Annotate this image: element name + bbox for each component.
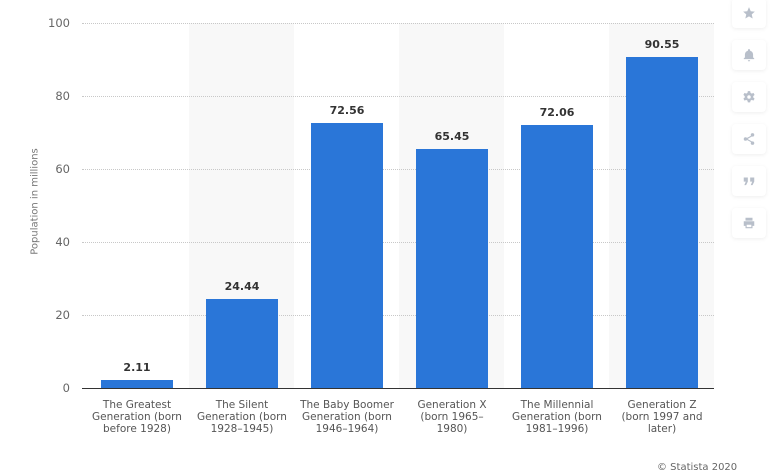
- bar[interactable]: [521, 124, 593, 388]
- x-tick-label-line: Generation (born: [302, 411, 392, 423]
- x-tick-label: Generation Z (born 1997 and later): [610, 399, 714, 435]
- x-tick-label-line: The Greatest: [102, 399, 172, 411]
- y-tick: 100: [48, 16, 70, 30]
- bar-chart: Population in millions 100 80 60 40 20 0…: [29, 16, 738, 473]
- value-label: 65.45: [434, 130, 470, 144]
- x-axis-line: [82, 388, 714, 389]
- gridline: [82, 242, 714, 243]
- x-tick-label: The Millennial Generation (born 1981–1996): [505, 399, 609, 435]
- x-tick-label-line: 1928–1945): [210, 423, 274, 435]
- x-tick-label-line: 1981–1996): [525, 423, 589, 435]
- x-tick-label: Generation X (born 1965– 1980): [400, 399, 504, 435]
- print-button[interactable]: [732, 208, 766, 238]
- gridline: [82, 315, 714, 316]
- bell-icon: [743, 49, 755, 62]
- source-credit[interactable]: © Statista 2020: [657, 462, 738, 473]
- x-tick-label-line: before 1928): [103, 423, 171, 435]
- bar[interactable]: [206, 298, 278, 388]
- gridline: [82, 169, 714, 170]
- x-tick-label-line: later): [647, 423, 677, 435]
- bar[interactable]: [626, 57, 698, 388]
- gridline: [82, 23, 714, 24]
- x-tick-label: The Silent Generation (born 1928–1945): [190, 399, 294, 435]
- favorite-button[interactable]: [732, 0, 766, 28]
- bar[interactable]: [416, 149, 488, 388]
- y-tick: 60: [55, 162, 70, 176]
- y-tick: 40: [55, 235, 70, 249]
- settings-button[interactable]: [732, 82, 766, 112]
- value-label: 2.11: [123, 361, 151, 375]
- share-icon: [743, 133, 755, 145]
- value-label: 90.55: [644, 38, 680, 52]
- value-label: 72.56: [329, 104, 365, 118]
- share-button[interactable]: [732, 124, 766, 154]
- value-label: 72.06: [539, 105, 575, 119]
- x-tick-label-line: The Silent: [215, 399, 269, 411]
- x-tick-label-line: The Baby Boomer: [300, 399, 394, 411]
- quote-icon: [743, 177, 755, 186]
- x-tick-label-line: Generation (born: [197, 411, 287, 423]
- gear-icon: [743, 91, 755, 103]
- x-tick-label-line: Generation (born: [92, 411, 182, 423]
- cite-button[interactable]: [732, 166, 766, 196]
- printer-icon: [743, 217, 755, 229]
- x-tick-label-line: The Millennial: [520, 399, 594, 411]
- bar[interactable]: [101, 380, 173, 388]
- bar[interactable]: [311, 123, 383, 388]
- y-axis-label: Population in millions: [29, 148, 41, 255]
- x-tick-label-line: (born 1997 and: [621, 411, 703, 423]
- x-tick-label-line: 1980): [436, 423, 468, 435]
- x-tick-label-line: Generation Z: [627, 399, 697, 411]
- x-tick-label-line: 1946–1964): [315, 423, 379, 435]
- x-tick-label-line: Generation X: [417, 399, 487, 411]
- notification-button[interactable]: [732, 40, 766, 70]
- value-label: 24.44: [224, 279, 260, 293]
- gridline: [82, 96, 714, 97]
- y-tick: 0: [62, 381, 70, 395]
- y-tick: 80: [55, 89, 70, 103]
- x-tick-label: The Baby Boomer Generation (born 1946–1964…: [295, 399, 399, 435]
- y-tick: 20: [55, 308, 70, 322]
- x-tick-label: The Greatest Generation (born before 1928): [85, 399, 189, 435]
- x-tick-label-line: (born 1965–: [420, 411, 484, 423]
- x-tick-label-line: Generation (born: [512, 411, 602, 423]
- star-icon: [743, 7, 755, 19]
